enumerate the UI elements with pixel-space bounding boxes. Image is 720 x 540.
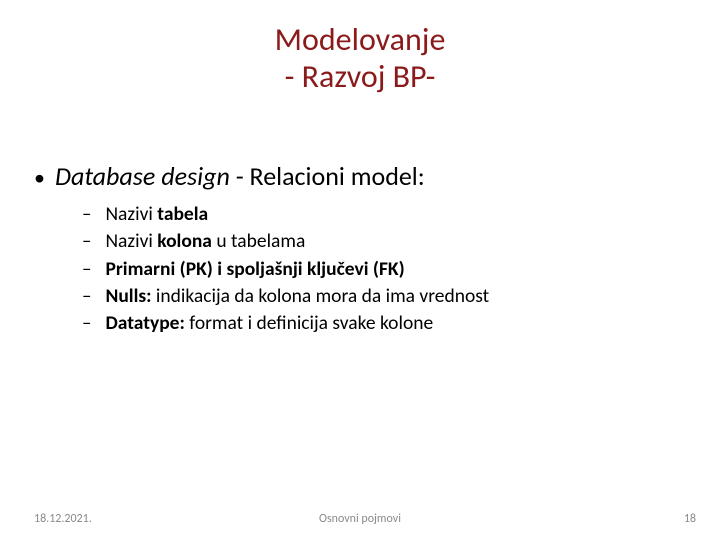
dash-icon: –: [82, 230, 91, 253]
sub-bullet-text: Primarni (PK) i spoljašnji ključevi (FK): [105, 257, 404, 282]
plain-text: format i definicija svake kolone: [185, 311, 433, 335]
main-bullet-italic: Database design: [55, 160, 230, 192]
plain-text: u tabelama: [212, 229, 305, 253]
bold-text: Nulls:: [105, 284, 151, 308]
sub-bullet-list: –Nazivi tabela–Nazivi kolona u tabelama–…: [82, 202, 489, 339]
sub-bullet-text: Nulls: indikacija da kolona mora da ima …: [105, 284, 489, 309]
plain-text: Nazivi: [105, 229, 157, 253]
dash-icon: –: [82, 312, 91, 335]
sub-bullet-item: –Nazivi tabela: [82, 202, 489, 227]
sub-bullet-text: Nazivi kolona u tabelama: [105, 229, 305, 254]
bold-text: Datatype:: [105, 311, 184, 335]
sub-bullet-item: –Primarni (PK) i spoljašnji ključevi (FK…: [82, 257, 489, 282]
bullet-dot-icon: •: [34, 164, 45, 191]
bold-text: kolona: [157, 229, 212, 253]
footer-page-number: 18: [684, 512, 696, 526]
footer-center: Osnovni pojmovi: [0, 512, 720, 526]
title-line-1: Modelovanje: [0, 22, 720, 59]
sub-bullet-text: Nazivi tabela: [105, 202, 208, 227]
sub-bullet-item: –Datatype: format i definicija svake kol…: [82, 311, 489, 336]
dash-icon: –: [82, 258, 91, 281]
slide: Modelovanje - Razvoj BP- • Database desi…: [0, 0, 720, 540]
dash-icon: –: [82, 285, 91, 308]
plain-text: indikacija da kolona mora da ima vrednos…: [152, 284, 490, 308]
sub-bullet-item: –Nulls: indikacija da kolona mora da ima…: [82, 284, 489, 309]
bold-text: tabela: [157, 202, 208, 226]
main-bullet-text: Database design - Relacioni model:: [55, 160, 425, 192]
bold-text: Primarni (PK) i spoljašnji ključevi (FK): [105, 257, 404, 281]
sub-bullet-text: Datatype: format i definicija svake kolo…: [105, 311, 433, 336]
footer: 18.12.2021. Osnovni pojmovi 18: [0, 506, 720, 526]
plain-text: Nazivi: [105, 202, 157, 226]
dash-icon: –: [82, 203, 91, 226]
slide-title: Modelovanje - Razvoj BP-: [0, 22, 720, 96]
sub-bullet-item: –Nazivi kolona u tabelama: [82, 229, 489, 254]
title-line-2: - Razvoj BP-: [0, 59, 720, 96]
main-bullet: • Database design - Relacioni model:: [34, 160, 425, 192]
main-bullet-suffix: - Relacioni model:: [230, 160, 425, 192]
